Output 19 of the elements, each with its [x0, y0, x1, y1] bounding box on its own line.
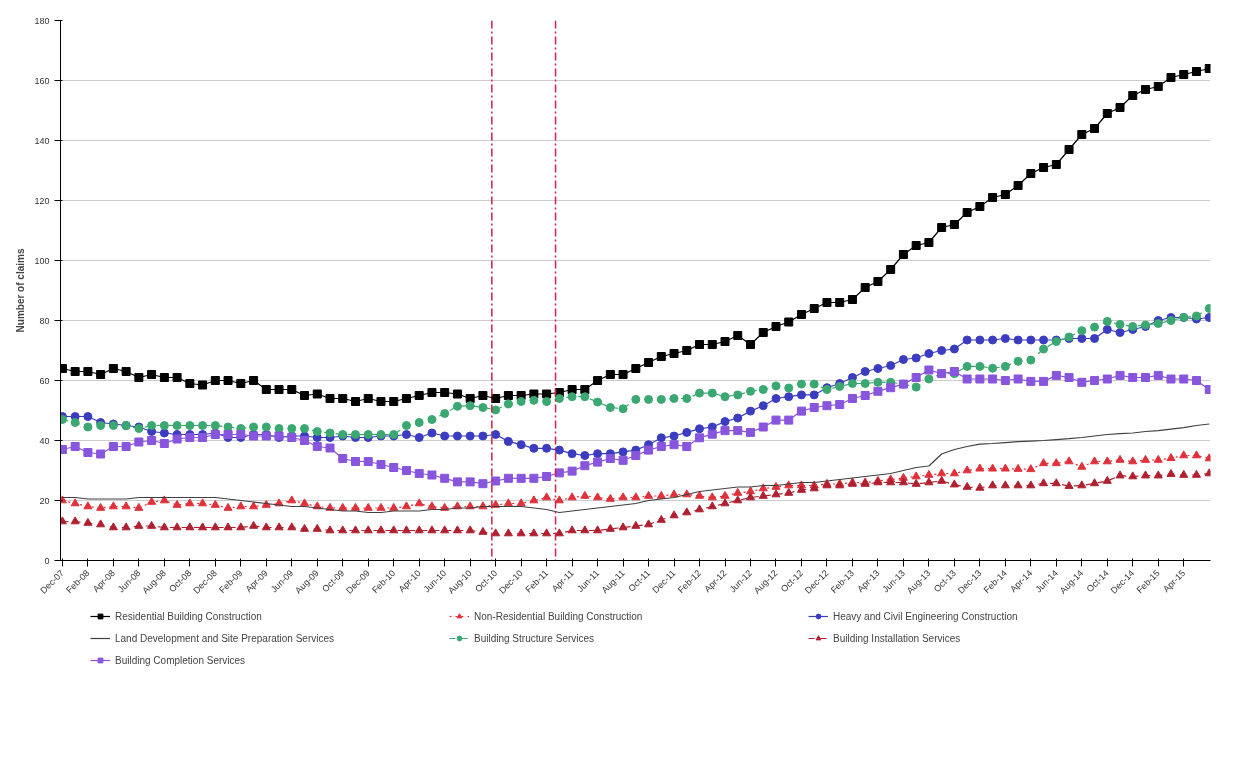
y-tick-label: 40	[39, 435, 50, 446]
legend-label: Building Installation Services	[833, 632, 962, 644]
y-tick-label: 100	[34, 255, 50, 266]
y-tick-label: 0	[44, 555, 50, 566]
y-tick-label: 160	[34, 75, 50, 86]
legend-label: Heavy and Civil Engineering Construction	[833, 610, 1019, 622]
legend-label: Building Completion Services	[115, 654, 247, 666]
y-tick-label: 180	[34, 15, 50, 26]
y-tick-label: 80	[39, 315, 50, 326]
legend-label: Non-Residential Building Construction	[474, 610, 644, 622]
y-tick-label: 120	[34, 195, 50, 206]
y-tick-label: 140	[34, 135, 50, 146]
legend-label: Land Development and Site Preparation Services	[115, 632, 336, 644]
legend-label: Residential Building Construction	[115, 610, 263, 622]
y-tick-label: 60	[39, 375, 50, 386]
y-tick-label: 20	[39, 495, 50, 506]
y-axis-title: Number of claims	[15, 248, 27, 333]
legend-label: Building Structure Services	[474, 632, 596, 644]
line-series	[61, 423, 1210, 514]
